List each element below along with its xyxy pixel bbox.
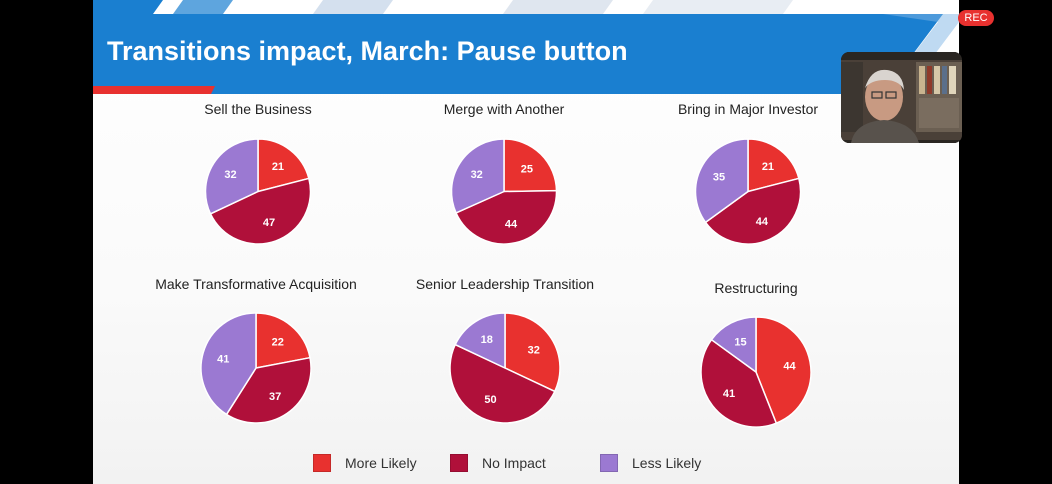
pie-svg: 21 47 32 [204, 138, 312, 245]
slice-more-likely [504, 312, 561, 393]
slice-more-likely [255, 312, 311, 369]
data-label-more-likely: 32 [528, 345, 540, 357]
data-label-less-likely: 32 [224, 169, 236, 181]
slide: Transitions impact, March: Pause button … [93, 0, 959, 484]
legend-label: No Impact [482, 455, 546, 471]
legend-item-less-likely: Less Likely [600, 452, 701, 474]
pie-svg: 44 41 15 [700, 316, 812, 428]
data-label-less-likely: 32 [471, 169, 483, 181]
chart-title: Restructuring [714, 280, 798, 296]
data-label-more-likely: 44 [783, 361, 796, 373]
slice-more-likely [257, 138, 310, 193]
pie-svg: 25 44 32 [450, 138, 558, 245]
chart-title: Sell the Business [204, 101, 312, 117]
slice-no-impact [704, 177, 802, 245]
data-label-less-likely: 41 [217, 353, 229, 365]
chart-legend: More Likely No Impact Less Likely [313, 452, 753, 476]
data-label-less-likely: 18 [481, 334, 493, 346]
data-label-no-impact: 47 [263, 217, 275, 229]
slice-less-likely [694, 138, 749, 224]
pie-svg: 21 44 35 [694, 138, 802, 245]
slice-more-likely [503, 138, 558, 193]
pie-svg: 22 37 41 [200, 312, 312, 424]
pie-chart-sell-business: Sell the Business 21 47 32 [158, 101, 358, 251]
slice-less-likely [454, 312, 506, 370]
legend-item-more-likely: More Likely [313, 452, 417, 474]
data-label-more-likely: 21 [272, 161, 284, 173]
pie-svg: 32 50 18 [449, 312, 561, 424]
slice-no-impact [700, 338, 778, 428]
chart-title: Merge with Another [443, 101, 565, 117]
chart-title: Bring in Major Investor [677, 101, 819, 117]
data-label-less-likely: 15 [734, 337, 746, 349]
chart-title: Senior Leadership Transition [415, 276, 595, 292]
legend-label: Less Likely [632, 455, 702, 471]
slice-less-likely [710, 316, 757, 374]
pie-chart-leadership: Senior Leadership Transition 32 50 18 [395, 276, 615, 431]
slice-more-likely [755, 316, 812, 425]
legend-label: More Likely [345, 455, 417, 471]
legend-item-no-impact: No Impact [450, 452, 546, 474]
data-label-no-impact: 41 [723, 388, 735, 400]
legend-swatch [313, 454, 331, 472]
presenter-video [841, 52, 962, 143]
chart-title: Make Transformative Acquisition [155, 276, 357, 292]
slice-more-likely [747, 138, 800, 193]
slice-less-likely [204, 138, 259, 215]
data-label-more-likely: 21 [762, 161, 774, 173]
recording-badge: REC [958, 10, 994, 26]
data-label-no-impact: 44 [756, 216, 769, 228]
data-label-less-likely: 35 [713, 172, 725, 184]
slice-less-likely [200, 312, 257, 416]
slide-title: Transitions impact, March: Pause button [107, 36, 628, 66]
pie-chart-acquisition: Make Transformative Acquisition 22 37 41 [146, 276, 366, 431]
data-label-more-likely: 22 [272, 337, 284, 349]
presenter-webcam[interactable] [841, 52, 962, 143]
pie-chart-restructuring: Restructuring 44 41 15 [656, 280, 856, 435]
data-label-no-impact: 37 [269, 391, 281, 403]
pie-chart-major-investor: Bring in Major Investor 21 44 35 [648, 101, 848, 251]
legend-swatch [450, 454, 468, 472]
slice-less-likely [450, 138, 505, 214]
decorative-stripes [93, 0, 793, 14]
legend-swatch [600, 454, 618, 472]
slice-no-impact [209, 177, 312, 245]
slice-no-impact [225, 356, 312, 424]
pie-chart-merge: Merge with Another 25 44 32 [404, 101, 604, 251]
slice-no-impact [449, 343, 556, 424]
data-label-no-impact: 50 [484, 394, 496, 406]
slice-no-impact [455, 189, 558, 245]
data-label-more-likely: 25 [521, 163, 533, 175]
data-label-no-impact: 44 [505, 218, 518, 230]
